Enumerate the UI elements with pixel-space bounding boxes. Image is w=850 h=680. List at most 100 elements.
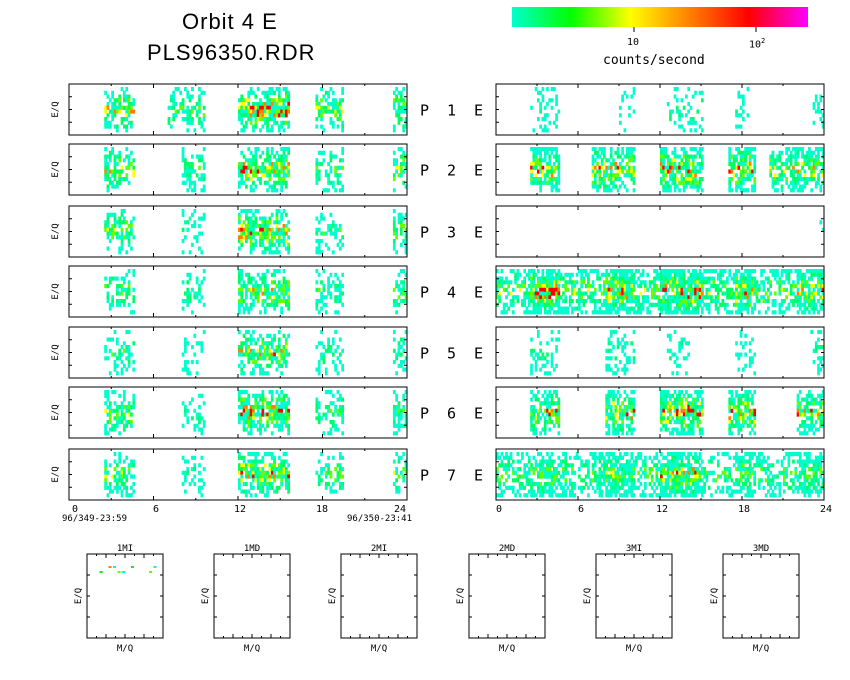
heatmap-cell	[821, 227, 825, 232]
heatmap-cell	[115, 105, 119, 110]
heatmap-cell	[637, 306, 640, 311]
heatmap-cell	[767, 306, 770, 311]
heatmap-cell	[737, 90, 741, 95]
heatmap-cell	[730, 310, 734, 315]
heatmap-cell	[532, 356, 536, 361]
heatmap-cell	[315, 416, 319, 421]
heatmap-cell	[275, 109, 279, 114]
heatmap-cell	[338, 405, 342, 410]
heatmap-cell	[106, 105, 110, 110]
heatmap-cell	[655, 284, 659, 289]
heatmap-cell	[399, 360, 403, 365]
heatmap-cell	[287, 246, 291, 251]
heatmap-cell	[619, 284, 622, 289]
heatmap-cell	[541, 287, 545, 292]
heatmap-cell	[603, 284, 606, 289]
heatmap-cell	[277, 287, 281, 292]
heatmap-cell	[270, 124, 274, 129]
heatmap-cell	[111, 295, 114, 300]
heatmap-cell	[578, 306, 581, 311]
heatmap-cell	[195, 423, 199, 428]
heatmap-cell	[127, 162, 131, 167]
heatmap-cell	[245, 284, 248, 289]
heatmap-cell	[534, 177, 538, 182]
heatmap-cell	[728, 169, 732, 174]
heatmap-cell	[550, 188, 554, 193]
heatmap-cell	[245, 474, 248, 479]
heatmap-cell	[261, 393, 265, 398]
heatmap-cell	[259, 287, 262, 292]
heatmap-cell	[169, 98, 173, 103]
heatmap-cell	[193, 209, 197, 214]
heatmap-cell	[261, 276, 265, 281]
heatmap-cell	[261, 408, 265, 413]
heatmap-cell	[541, 352, 545, 357]
heatmap-cell	[108, 405, 112, 410]
heatmap-cell	[115, 235, 119, 240]
heatmap-cell	[247, 356, 251, 361]
heatmap-cell	[268, 109, 272, 114]
heatmap-cell	[118, 173, 122, 178]
heatmap-cell	[331, 231, 335, 236]
heatmap-cell	[249, 467, 253, 472]
heatmap-cell	[282, 102, 286, 107]
heatmap-cell	[568, 276, 572, 281]
heatmap-cell	[819, 184, 823, 189]
heatmap-cell	[287, 482, 291, 487]
heatmap-cell	[814, 147, 818, 152]
heatmap-cell	[266, 154, 269, 159]
heatmap-cell	[186, 367, 190, 372]
heatmap-cell	[115, 416, 119, 421]
heatmap-cell	[612, 284, 615, 289]
heatmap-cell	[589, 295, 593, 300]
heatmap-cell	[261, 299, 265, 304]
heatmap-cell	[537, 276, 540, 281]
heatmap-cell	[198, 109, 201, 114]
heatmap-cell	[776, 177, 779, 182]
heatmap-cell	[191, 478, 194, 483]
heatmap-cell	[539, 177, 542, 182]
heatmap-cell	[132, 272, 136, 277]
heatmap-cell	[282, 98, 286, 103]
heatmap-cell	[525, 310, 529, 315]
heatmap-cell	[698, 295, 702, 300]
heatmap-cell	[680, 173, 684, 178]
heatmap-cell	[242, 489, 246, 494]
heatmap-cell	[263, 173, 267, 178]
heatmap-cell	[748, 154, 752, 159]
heatmap-cell	[612, 272, 615, 277]
heatmap-cell	[543, 158, 547, 163]
heatmap-cell	[669, 348, 672, 353]
heatmap-cell	[106, 227, 110, 232]
heatmap-cell	[819, 284, 823, 289]
heatmap-cell	[127, 363, 131, 368]
heatmap-cell	[682, 184, 686, 189]
heatmap-cell	[562, 299, 565, 304]
heatmap-cell	[336, 227, 340, 232]
heatmap-cell	[270, 412, 274, 417]
heatmap-cell	[334, 272, 337, 277]
heatmap-cell	[537, 117, 540, 122]
heatmap-cell	[268, 295, 272, 300]
heatmap-cell	[120, 287, 124, 292]
heatmap-cell	[801, 310, 804, 315]
heatmap-cell	[746, 150, 750, 155]
heatmap-cell	[696, 306, 700, 311]
heatmap-cell	[280, 474, 283, 479]
heatmap-cell	[568, 295, 572, 300]
heatmap-cell	[787, 302, 791, 307]
heatmap-cell	[552, 169, 556, 174]
heatmap-cell	[202, 276, 206, 281]
heatmap-cell	[198, 94, 201, 99]
heatmap-cell	[605, 295, 609, 300]
heatmap-cell	[113, 158, 117, 163]
heatmap-cell	[632, 287, 636, 292]
heatmap-cell	[320, 250, 323, 255]
heatmap-cell	[728, 269, 732, 274]
heatmap-cell	[254, 423, 258, 428]
heatmap-cell	[130, 420, 133, 425]
heatmap-cell	[669, 337, 672, 342]
heatmap-cell	[249, 120, 253, 125]
heatmap-cell	[402, 109, 406, 114]
heatmap-cell	[607, 287, 611, 292]
